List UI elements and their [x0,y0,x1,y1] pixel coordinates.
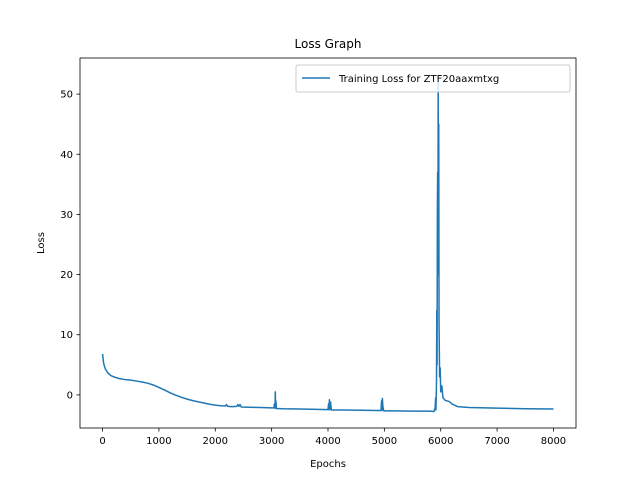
x-tick-label: 1000 [146,436,171,447]
y-axis-ticks: 0 10 20 30 40 50 [60,90,80,401]
y-tick-label: 10 [60,330,73,341]
y-tick-label: 40 [60,150,73,161]
x-tick-label: 5000 [372,436,397,447]
x-axis-ticks: 0 1000 2000 3000 4000 5000 6000 7000 8000 [99,428,566,447]
y-tick-label: 50 [60,90,73,101]
x-tick-label: 4000 [315,436,340,447]
y-tick-label: 30 [60,210,73,221]
x-tick-label: 3000 [259,436,284,447]
x-tick-label: 0 [99,436,105,447]
y-axis-label: Loss [36,232,47,254]
x-axis-label: Epochs [310,459,346,470]
plot-frame [79,57,577,429]
x-tick-label: 7000 [484,436,509,447]
loss-series-line-0 [101,81,554,413]
x-tick-label: 8000 [541,436,566,447]
x-tick-label: 6000 [428,436,453,447]
x-tick-label: 2000 [203,436,228,447]
plot-area [101,81,554,413]
legend-box [295,64,571,93]
chart-title: Loss Graph [295,37,362,51]
legend-label: Training Loss for ZTF20aaxmtxg [338,74,499,85]
y-tick-label: 20 [60,270,73,281]
y-tick-label: 0 [67,390,73,401]
legend: Training Loss for ZTF20aaxmtxg [295,64,571,93]
